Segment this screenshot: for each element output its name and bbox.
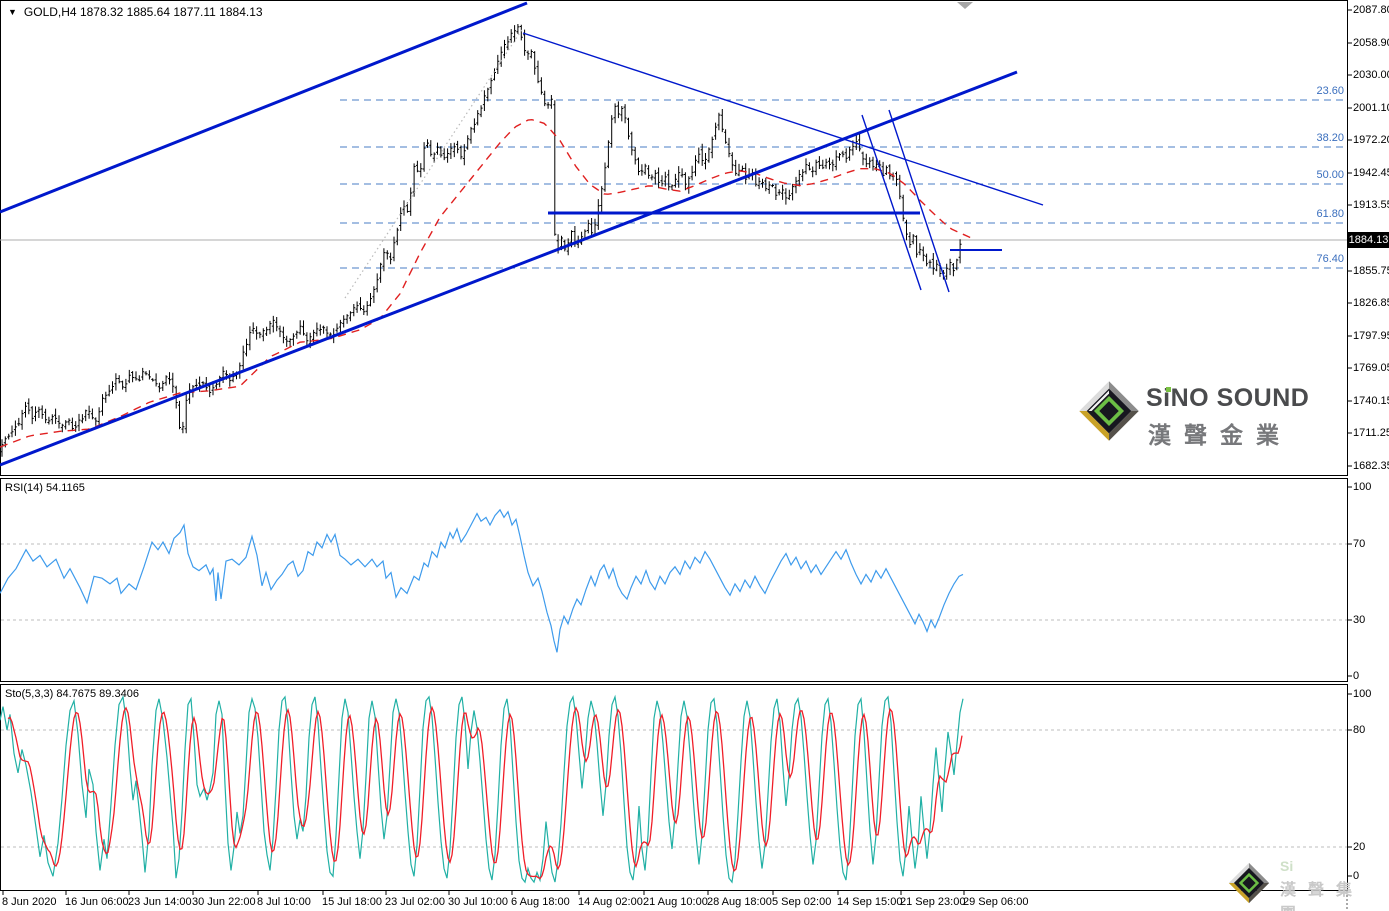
rsi-line bbox=[0, 508, 964, 653]
descending-trendline bbox=[522, 32, 1044, 206]
steep-down-line-1 bbox=[861, 114, 922, 291]
stochastic-d-line bbox=[7, 705, 963, 880]
stochastic-k-line bbox=[0, 694, 964, 884]
ascending-channel-upper bbox=[0, 1, 528, 214]
dotted-rise-line bbox=[344, 27, 524, 299]
current-price-tag: 1884.13 bbox=[1348, 232, 1389, 248]
watermark-brand-text: SiNO SOUND bbox=[1146, 384, 1310, 412]
ohlc-bars bbox=[0, 24, 962, 457]
ascending-channel-lower bbox=[0, 70, 1018, 467]
footer-watermark: Si 漢聲集團 bbox=[1222, 856, 1389, 911]
rsi-indicator-panel[interactable] bbox=[0, 478, 1348, 682]
footer-chinese-text: 漢聲集團 bbox=[1280, 882, 1365, 911]
collapse-arrow-icon[interactable]: ▼ bbox=[8, 7, 17, 17]
symbol-ohlc-text: GOLD,H4 1878.32 1885.64 1877.11 1884.13 bbox=[23, 5, 263, 19]
stochastic-label: Sto(5,3,3) 84.7675 89.3406 bbox=[5, 688, 139, 700]
steep-down-line-2 bbox=[888, 109, 950, 293]
watermark-brand-chinese: 漢聲金業 bbox=[1148, 422, 1292, 448]
moving-average-line bbox=[0, 118, 973, 448]
symbol-ohlc-header: ▼ GOLD,H4 1878.32 1885.64 1877.11 1884.13 bbox=[8, 5, 263, 19]
footer-diamond-logo bbox=[1228, 862, 1270, 904]
rsi-label: RSI(14) 54.1165 bbox=[5, 482, 85, 494]
footer-si-text: Si bbox=[1280, 858, 1294, 874]
sino-sound-watermark: SiNO SOUND 漢聲金業 bbox=[1078, 376, 1318, 452]
sino-sound-diamond-logo bbox=[1079, 381, 1139, 441]
brand-i-dot bbox=[1166, 387, 1171, 392]
last-bar-marker-icon bbox=[957, 2, 973, 9]
